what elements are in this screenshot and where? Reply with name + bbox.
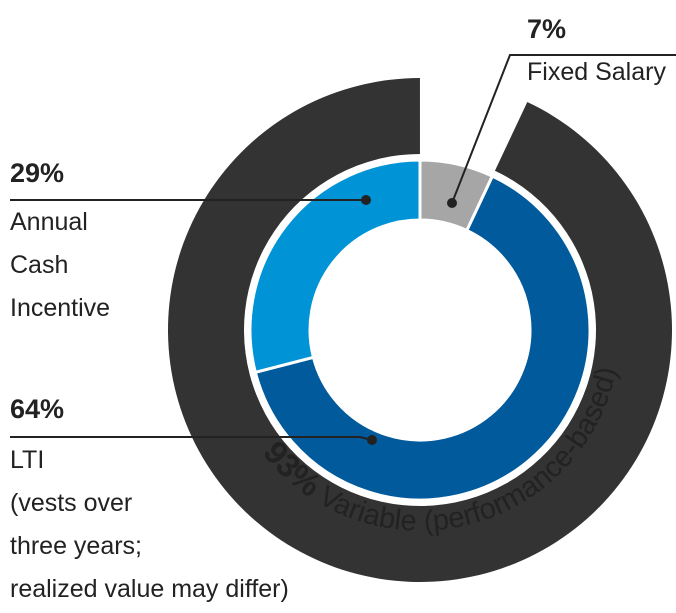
category-label: Cash	[10, 251, 68, 279]
category-label: LTI	[10, 446, 44, 474]
percent-label: 7%	[527, 14, 566, 44]
leader-dot	[367, 435, 377, 445]
outer-ring	[168, 78, 673, 583]
leader-dot	[361, 195, 371, 205]
category-label: Annual	[10, 208, 88, 236]
leader-line	[451, 54, 676, 204]
category-label: Fixed Salary	[527, 58, 666, 86]
donut-slice	[253, 174, 592, 502]
category-label: realized value may differ)	[10, 575, 289, 603]
category-label: (vests over	[10, 489, 132, 517]
category-label: three years;	[10, 532, 142, 560]
category-label: Incentive	[10, 294, 110, 322]
donut-slice	[248, 158, 422, 375]
leader-dot	[447, 198, 457, 208]
percent-label: 64%	[10, 394, 64, 424]
percent-label: 29%	[10, 158, 64, 188]
